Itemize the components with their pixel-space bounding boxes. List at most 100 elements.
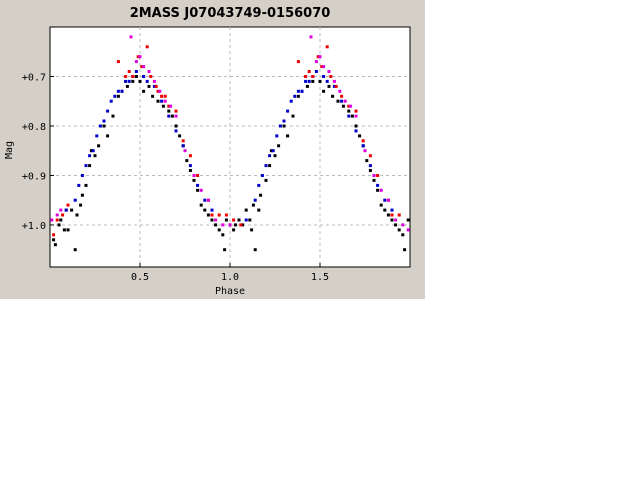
data-point <box>275 134 279 138</box>
data-point <box>322 75 326 78</box>
data-point <box>244 218 248 222</box>
data-point <box>217 228 221 232</box>
data-point <box>331 94 335 98</box>
data-point <box>169 104 173 108</box>
y-tick-label: +0.8 <box>22 122 46 133</box>
data-point <box>116 94 120 98</box>
data-point <box>199 188 203 192</box>
data-point <box>325 45 329 49</box>
data-point <box>286 109 290 113</box>
data-point <box>174 124 178 128</box>
data-point <box>64 208 68 212</box>
data-point <box>50 218 54 222</box>
data-point <box>296 60 300 64</box>
data-point <box>62 228 66 232</box>
data-point <box>147 70 151 73</box>
data-point <box>192 174 196 177</box>
data-series <box>52 75 410 252</box>
data-point <box>372 174 376 177</box>
data-point <box>349 104 353 108</box>
data-point <box>185 159 189 163</box>
data-point <box>53 243 57 247</box>
y-axis-label: Mag <box>4 141 15 159</box>
data-point <box>289 99 293 103</box>
data-point <box>140 65 144 69</box>
data-point <box>109 99 113 103</box>
data-point <box>170 114 174 118</box>
data-point <box>142 65 146 69</box>
data-point <box>358 134 362 138</box>
data-point <box>309 35 313 39</box>
data-point <box>196 188 200 192</box>
data-point <box>210 213 214 217</box>
data-point <box>264 178 268 182</box>
data-point <box>203 198 207 202</box>
data-point <box>277 144 281 148</box>
data-point <box>403 248 407 252</box>
data-point <box>134 70 138 73</box>
data-point <box>327 84 331 88</box>
data-point <box>296 94 300 98</box>
data-point <box>397 228 401 232</box>
data-point <box>325 79 329 83</box>
data-point <box>66 228 70 232</box>
data-point <box>305 84 309 88</box>
data-point <box>55 218 59 222</box>
data-point <box>401 233 405 237</box>
data-point <box>341 104 345 108</box>
data-point <box>95 134 99 138</box>
data-point <box>221 233 225 237</box>
data-point <box>232 228 236 232</box>
data-point <box>73 248 77 252</box>
data-point <box>66 203 70 207</box>
data-point <box>390 208 394 212</box>
data-point <box>158 89 162 93</box>
data-point <box>406 228 410 232</box>
data-point <box>183 149 187 153</box>
data-point <box>257 183 261 187</box>
data-point <box>151 94 155 98</box>
data-point <box>320 65 324 69</box>
data-point <box>379 188 383 192</box>
data-point <box>111 114 115 118</box>
data-point <box>282 124 286 128</box>
data-point <box>131 75 135 78</box>
data-point <box>142 89 146 93</box>
data-point <box>394 218 398 222</box>
data-point <box>271 149 275 153</box>
data-point <box>383 208 387 212</box>
data-point <box>322 65 326 69</box>
data-point <box>239 223 243 227</box>
data-point <box>167 114 171 118</box>
data-point <box>334 84 338 88</box>
data-point <box>129 35 133 39</box>
data-point <box>152 84 156 88</box>
data-point <box>214 218 218 222</box>
data-point <box>57 223 61 227</box>
data-point <box>210 208 214 212</box>
y-tick-label: +1.0 <box>22 221 46 232</box>
data-point <box>70 208 74 212</box>
data-point <box>241 223 245 227</box>
data-series <box>64 70 394 222</box>
data-point <box>340 99 344 103</box>
data-point <box>365 159 369 163</box>
data-point <box>406 218 410 222</box>
data-point <box>304 79 308 83</box>
data-point <box>181 144 185 148</box>
data-point <box>106 134 110 138</box>
data-point <box>314 70 318 73</box>
data-point <box>142 75 146 78</box>
data-point <box>228 223 232 227</box>
data-point <box>253 198 257 202</box>
data-point <box>268 164 272 168</box>
data-point <box>376 174 380 177</box>
data-point <box>237 218 241 222</box>
data-point <box>307 79 311 83</box>
data-point <box>84 183 88 187</box>
data-point <box>217 213 221 217</box>
data-point <box>89 149 93 153</box>
data-point <box>354 109 358 113</box>
data-point <box>361 139 365 143</box>
